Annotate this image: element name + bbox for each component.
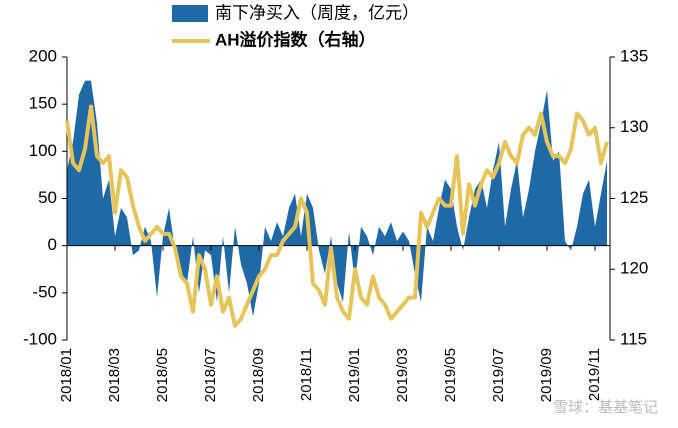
x-tick-label: 2019/05 — [442, 348, 459, 402]
legend-label: 南下净买入（周度，亿元） — [215, 3, 419, 22]
ah-line — [65, 104, 609, 328]
y2-tick-label: 120 — [620, 259, 648, 278]
x-tick-label: 2018/01 — [58, 348, 75, 402]
y-tick-label: 100 — [29, 141, 57, 160]
y-tick-label: -50 — [32, 282, 57, 301]
y-tick-label: 50 — [38, 188, 57, 207]
y2-tick-label: 115 — [620, 329, 647, 348]
y-tick-label: 150 — [29, 94, 57, 113]
x-tick-label: 2018/09 — [250, 348, 267, 402]
x-tick-label: 2019/11 — [586, 348, 603, 401]
y2-tick-label: 130 — [620, 117, 648, 136]
x-tick-label: 2019/09 — [538, 348, 555, 402]
y2-tick-label: 125 — [620, 188, 648, 207]
x-tick-label: 2018/03 — [106, 348, 123, 402]
y-tick-label: -100 — [23, 329, 57, 348]
watermark: 雪球：基基笔记 — [553, 399, 658, 416]
x-tick-label: 2019/03 — [394, 348, 411, 402]
x-tick-label: 2018/11 — [298, 348, 315, 401]
legend-label: AH溢价指数（右轴） — [215, 29, 376, 49]
legend-swatch — [172, 5, 208, 22]
x-tick-label: 2019/01 — [346, 348, 363, 402]
y-tick-label: 200 — [29, 46, 57, 65]
x-tick-label: 2018/05 — [154, 348, 171, 402]
y-tick-label: 0 — [48, 235, 57, 254]
x-tick-label: 2018/07 — [202, 348, 219, 402]
y2-tick-label: 135 — [620, 46, 648, 65]
x-tick-label: 2019/07 — [490, 348, 507, 402]
